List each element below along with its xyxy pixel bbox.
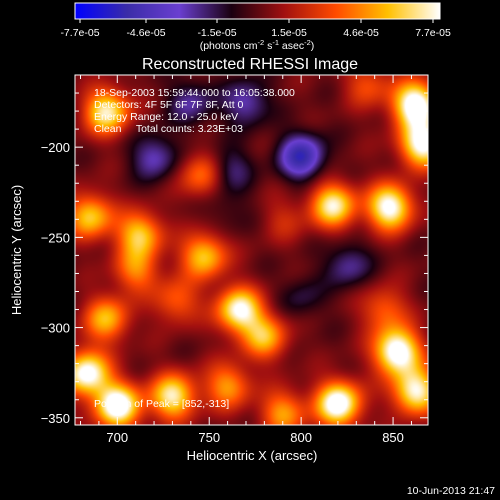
plot-title: Reconstructed RHESSI Image [142, 56, 358, 73]
x-tick-label-750: 750 [198, 430, 220, 445]
colorbar [74, 2, 441, 20]
annotation-detectors: Detectors: 4F 5F 6F 7F 8F, Att 0 [94, 99, 244, 111]
colorbar-tick-label-4: 1.5e-05 [271, 27, 307, 39]
y-axis-label: Heliocentric Y (arcsec) [9, 185, 24, 315]
colorbar-tick-label-2: -4.6e-05 [126, 27, 165, 39]
colorbar-tick-label-3: -1.5e-05 [197, 27, 236, 39]
plot-frame [74, 74, 429, 426]
colorbar-tick-label-5: 4.6e-05 [343, 27, 379, 39]
axis-tick-labels: 700 750 800 850 −200 −250 −300 −350 [41, 140, 404, 445]
heatmap-image [75, 75, 428, 425]
x-axis-label: Heliocentric X (arcsec) [187, 448, 318, 463]
y-tick-label--200: −200 [41, 140, 70, 155]
y-tick-label--300: −300 [41, 321, 70, 336]
x-tick-label-700: 700 [106, 430, 128, 445]
x-tick-label-850: 850 [382, 430, 404, 445]
footer-timestamp: 10-Jun-2013 21:47 [407, 485, 495, 497]
y-tick-label--350: −350 [41, 411, 70, 426]
axis-ticks [75, 75, 428, 425]
annotation-time-range: 18-Sep-2003 15:59:44.000 to 16:05:38.000 [94, 87, 295, 99]
annotation-peak-position: Position of Peak = [852,-313] [94, 398, 229, 410]
colorbar-units: (photons cm-2 s-1 asec-2) [200, 38, 315, 52]
annotation-energy-range: Energy Range: 12.0 - 25.0 keV [94, 111, 238, 123]
colorbar-tick-label-1: -7.7e-05 [60, 27, 99, 39]
colorbar-ticks [79, 19, 434, 23]
annotation-clean-counts: Clean Total counts: 3.23E+03 [94, 123, 243, 135]
colorbar-tick-label-6: 7.7e-05 [415, 27, 451, 39]
x-tick-label-800: 800 [290, 430, 312, 445]
y-tick-label--250: −250 [41, 230, 70, 245]
